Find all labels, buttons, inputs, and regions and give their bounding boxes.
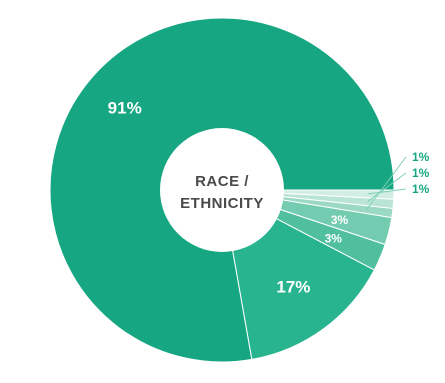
leader-line-6 [367,172,407,203]
slice-label-1: 91% [108,98,142,117]
slice-label-3: 3% [325,231,343,245]
leader-line-7 [367,188,407,195]
slice-label-5: 1% [412,150,430,164]
slice-label-4: 3% [331,213,349,227]
slice-label-7: 1% [412,182,430,196]
slices-group [49,17,395,363]
pie-slice-1 [49,17,395,363]
slice-label-6: 1% [412,166,430,180]
leader-lines-group [366,156,407,210]
center-label-line-2: ETHNICITY [180,195,264,212]
slice-labels-group: 91% 17% 3% 3% 1% 1% 1% [108,98,430,296]
center-label-line-1: RACE / [195,173,249,190]
donut-hole [160,128,284,252]
slice-label-2: 17% [276,278,310,297]
leader-line-5 [366,156,407,210]
